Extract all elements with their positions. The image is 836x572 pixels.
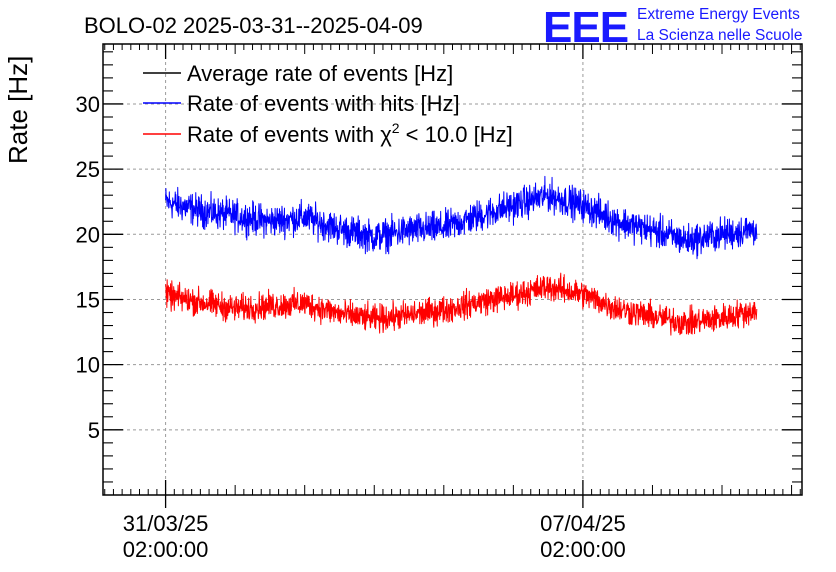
x-tick-label-time: 02:00:00: [540, 537, 626, 562]
legend-label-hits: Rate of events with hits [Hz]: [187, 91, 460, 116]
logo-line2: La Scienza nelle Scuole: [637, 27, 802, 44]
y-tick-label: 15: [76, 287, 100, 312]
x-tick-label-time: 02:00:00: [123, 537, 209, 562]
y-axis-label: Rate [Hz]: [3, 56, 33, 164]
legend-chi2-tail: < 10.0 [Hz]: [400, 122, 513, 147]
legend-label-chi2: Rate of events with χ2 < 10.0 [Hz]: [187, 120, 513, 147]
series-layer: [165, 175, 758, 336]
y-tick-labels: 5 10 15 20 25 30: [76, 92, 100, 443]
x-tick-label-date: 31/03/25: [123, 511, 209, 536]
eee-logo: EEE Extreme Energy Events La Scienza nel…: [543, 3, 802, 52]
y-tick-label: 20: [76, 222, 100, 247]
logo-line1: Extreme Energy Events: [637, 6, 800, 23]
legend-label-average: Average rate of events [Hz]: [187, 61, 453, 86]
legend: Average rate of events [Hz] Rate of even…: [143, 61, 513, 147]
legend-chi2-sup: 2: [392, 120, 400, 136]
series-line-2: [165, 272, 758, 336]
y-tick-label: 30: [76, 92, 100, 117]
y-tick-label: 10: [76, 353, 100, 378]
y-tick-label: 5: [88, 418, 100, 443]
series-line-1: [165, 175, 758, 260]
y-tick-label: 25: [76, 157, 100, 182]
x-tick-label-date: 07/04/25: [540, 511, 626, 536]
ticks: [103, 44, 802, 508]
chart-title: BOLO-02 2025-03-31--2025-04-09: [84, 13, 423, 38]
legend-chi2-main: Rate of events with χ: [187, 122, 392, 147]
